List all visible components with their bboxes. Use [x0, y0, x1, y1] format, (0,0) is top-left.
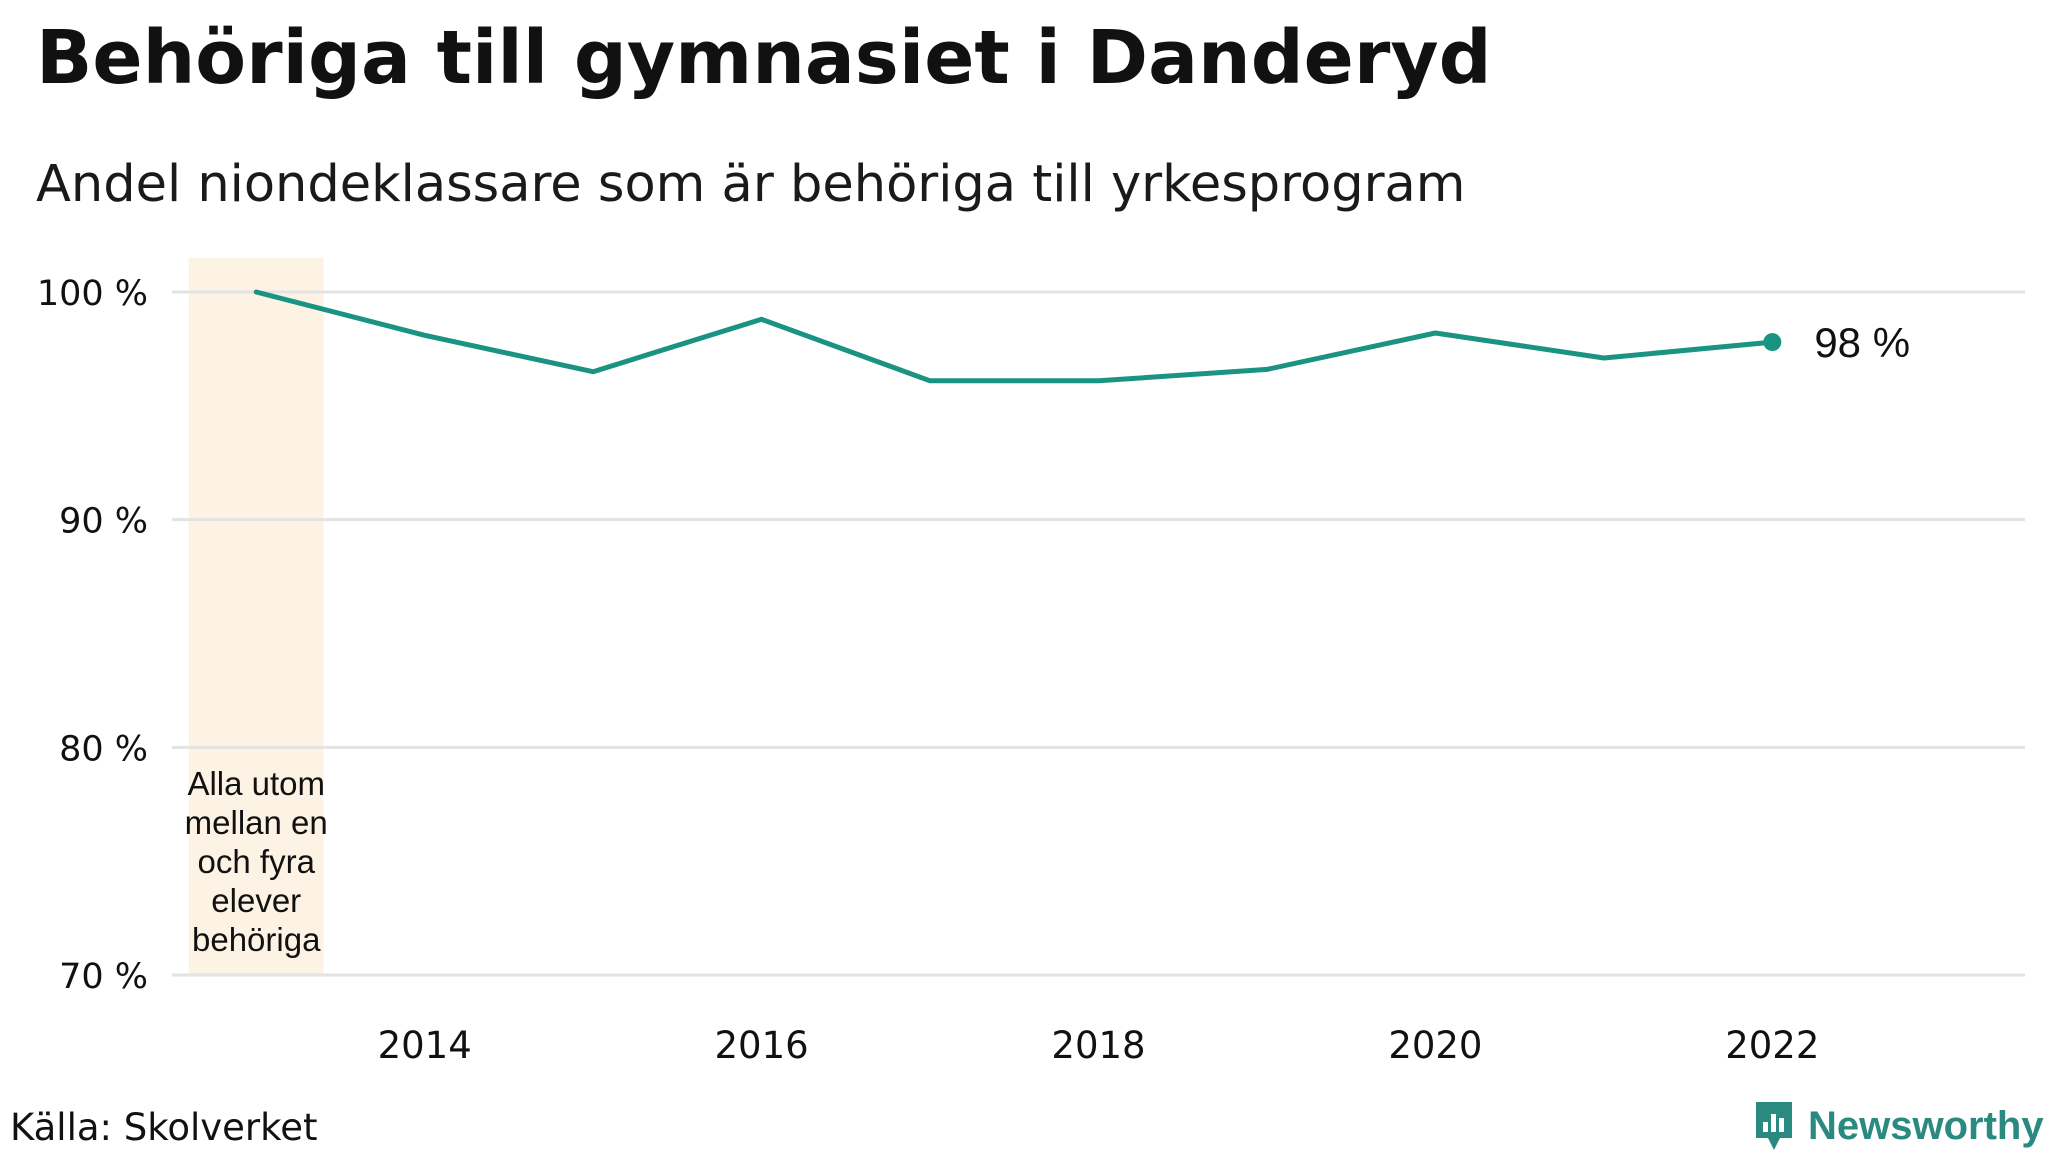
annotation-text: mellan en	[185, 804, 328, 841]
x-tick-label: 2016	[715, 1024, 809, 1067]
brand: Newsworthy	[1752, 1098, 2044, 1154]
annotation-band	[188, 258, 324, 975]
y-tick-label: 70 %	[59, 957, 148, 997]
end-point-marker	[1763, 333, 1782, 352]
chart-subtitle: Andel niondeklassare som är behöriga til…	[36, 155, 1466, 214]
x-tick-label: 2022	[1725, 1024, 1819, 1067]
end-value-label: 98 %	[1814, 319, 1910, 366]
chart-title: Behöriga till gymnasiet i Danderyd	[36, 15, 1492, 101]
brand-name: Newsworthy	[1808, 1103, 2044, 1148]
y-tick-label: 100 %	[37, 274, 148, 314]
newsworthy-logo-icon	[1756, 1102, 1792, 1150]
x-tick-label: 2020	[1388, 1024, 1482, 1067]
annotation-text: elever	[211, 882, 301, 919]
series-line	[253, 289, 1775, 384]
annotation-text: och fyra	[198, 843, 316, 880]
source-label: Källa: Skolverket	[10, 1106, 318, 1149]
y-tick-label: 80 %	[59, 729, 148, 769]
x-tick-label: 2018	[1051, 1024, 1145, 1067]
annotation-text: behöriga	[192, 921, 321, 958]
annotation-text: Alla utom	[187, 765, 325, 802]
x-tick-label: 2014	[378, 1024, 472, 1067]
y-tick-label: 90 %	[59, 502, 148, 542]
